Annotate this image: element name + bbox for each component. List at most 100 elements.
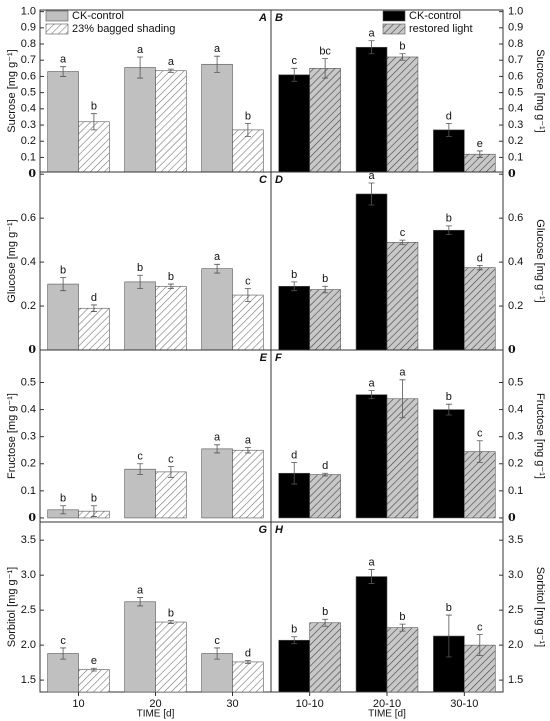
error-bar: [90, 667, 97, 672]
y-tick-label: 0.8: [508, 38, 523, 50]
y-tick-label: 0.7: [21, 54, 36, 66]
error-bar: [244, 660, 251, 664]
significance-letter: a: [137, 44, 144, 56]
error-bar: [167, 68, 174, 73]
bar: [278, 639, 310, 693]
significance-letter: d: [477, 252, 483, 264]
bar: [47, 653, 79, 693]
legend-label: CK-control: [72, 10, 124, 22]
y-tick-label: 0.5: [21, 376, 36, 388]
error-bar: [445, 403, 452, 416]
legend-swatch: [382, 10, 406, 22]
error-bar: [137, 56, 144, 79]
y-tick-label: 0.4: [21, 256, 36, 268]
y-tick-label: 1.0: [21, 6, 36, 18]
y-tick-label: 0.2: [21, 300, 36, 312]
y-tick-label: 0.2: [508, 458, 523, 470]
significance-letter: b: [60, 493, 66, 505]
error-bar: [322, 618, 329, 627]
error-bar: [445, 123, 452, 137]
significance-letter: d: [245, 647, 251, 659]
significance-letter: c: [291, 55, 297, 67]
error-bar: [167, 283, 174, 289]
significance-letter: b: [399, 41, 405, 53]
error-bar: [399, 239, 406, 245]
error-bar: [244, 123, 251, 137]
y-axis-label: Glucose [mg g⁻¹]: [534, 219, 546, 302]
significance-letter: e: [477, 138, 483, 150]
bar: [232, 661, 264, 693]
y-tick-label: 0: [28, 511, 36, 524]
legend-label: CK-control: [409, 10, 461, 22]
bar: [47, 71, 79, 173]
significance-letter: a: [368, 556, 375, 568]
bar: [201, 448, 233, 519]
bar: [386, 242, 419, 351]
bar: [355, 46, 388, 173]
significance-letter: b: [446, 602, 452, 614]
y-tick-label: 0.7: [508, 54, 523, 66]
significance-letter: c: [60, 635, 66, 647]
significance-letter: a: [214, 43, 221, 55]
bar: [124, 468, 156, 519]
significance-letter: d: [322, 460, 328, 472]
y-tick-label: 0.4: [508, 403, 523, 415]
error-bar: [368, 40, 375, 55]
x-axis-label: TIME [d]: [137, 709, 175, 720]
bar: [201, 63, 233, 173]
significance-letter: b: [137, 262, 143, 274]
bar: [201, 653, 233, 693]
y-tick-label: 0.2: [508, 300, 523, 312]
significance-letter: b: [446, 391, 452, 403]
bar: [386, 398, 419, 519]
y-tick-label: 0.3: [21, 431, 36, 443]
panel-label: F: [275, 352, 282, 364]
y-axis-label: Sucrose [mg g⁻¹]: [6, 49, 18, 132]
bar: [47, 283, 79, 351]
error-bar: [322, 285, 329, 294]
significance-letter: b: [60, 264, 66, 276]
significance-letter: a: [368, 378, 375, 390]
y-axis-label: Sucrose [mg g⁻¹]: [534, 49, 546, 132]
bar: [232, 129, 264, 173]
y-axis-label: Fructose [mg g⁻¹]: [534, 393, 546, 479]
y-tick-label: 2.0: [508, 639, 523, 651]
legend-swatch: [45, 23, 69, 35]
y-tick-label: 0.4: [508, 103, 523, 115]
bar: [201, 268, 233, 351]
bar: [309, 474, 341, 519]
significance-letter: d: [446, 110, 452, 122]
y-tick-label: 0.1: [508, 485, 523, 497]
error-bar: [137, 274, 144, 289]
error-bar: [90, 304, 97, 312]
error-bar: [445, 614, 452, 658]
bar: [232, 449, 264, 519]
bar: [355, 193, 388, 351]
significance-letter: d: [291, 449, 297, 461]
bar: [155, 70, 187, 173]
bar: [386, 627, 419, 693]
significance-letter: b: [91, 493, 97, 505]
y-tick-label: 0.6: [21, 212, 36, 224]
significance-letter: c: [137, 451, 143, 463]
x-tick-label: 30-10: [450, 698, 478, 710]
bar: [309, 68, 341, 173]
error-bar: [137, 463, 144, 475]
y-tick-label: 0.2: [508, 135, 523, 147]
error-bar: [244, 447, 251, 454]
bar: [433, 229, 465, 351]
x-tick-label: 30: [226, 698, 238, 710]
bar: [232, 294, 264, 351]
error-bar: [137, 597, 144, 607]
error-bar: [399, 379, 406, 419]
y-tick-label: 3.5: [508, 534, 523, 546]
y-tick-label: 0.2: [21, 135, 36, 147]
error-bar: [214, 647, 221, 660]
y-tick-label: 0.9: [21, 22, 36, 34]
error-bar: [214, 55, 221, 73]
y-tick-label: 2.5: [21, 604, 36, 616]
significance-letter: a: [368, 28, 375, 40]
y-tick-label: 0.6: [21, 70, 36, 82]
significance-letter: b: [399, 611, 405, 623]
significance-letter: a: [168, 56, 175, 68]
